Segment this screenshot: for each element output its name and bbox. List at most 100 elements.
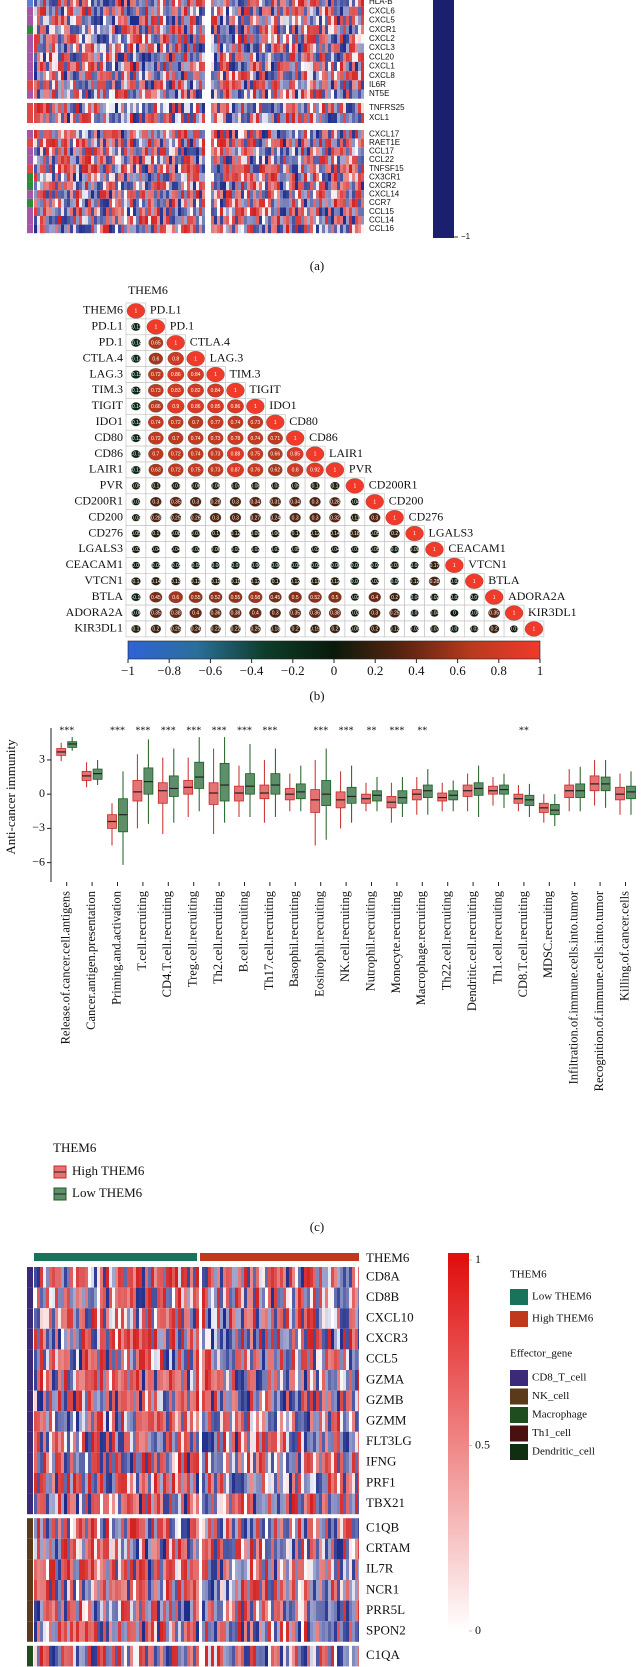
heatmap-cell — [259, 181, 262, 191]
heatmap-cell — [154, 71, 157, 81]
heatmap-cell — [133, 207, 136, 216]
heatmap-cell — [250, 173, 253, 182]
heatmap-cell — [49, 80, 52, 90]
heatmap-cell — [277, 25, 280, 35]
correlation-value: 0.03 — [270, 547, 280, 553]
heatmap-cell — [292, 1390, 295, 1412]
correlation-circle — [269, 513, 281, 523]
heatmap-cell — [250, 113, 253, 123]
row-annotation — [27, 43, 33, 53]
heatmap-cell — [181, 190, 184, 199]
heatmap-cell — [229, 80, 232, 90]
heatmap-cell — [313, 1452, 316, 1473]
heatmap-cell — [106, 34, 109, 44]
correlation-value: 0.02 — [469, 627, 479, 633]
heatmap-cell — [58, 1349, 61, 1370]
heatmap-cell — [226, 1431, 229, 1453]
heatmap-cell — [322, 25, 325, 35]
heatmap-cell — [139, 207, 142, 216]
heatmap-cell — [268, 198, 271, 208]
heatmap-cell — [94, 15, 97, 26]
row-label: FLT3LG — [366, 1433, 412, 1448]
heatmap-cell — [190, 52, 193, 62]
heatmap-cell — [232, 1308, 235, 1329]
heatmap-cell — [178, 1411, 181, 1432]
heatmap-cell — [343, 1370, 346, 1391]
correlation-circle — [131, 514, 141, 522]
correlation-circle — [289, 624, 301, 634]
heatmap-cell — [349, 43, 352, 53]
heatmap-cell — [178, 1287, 181, 1309]
heatmap-cell — [112, 43, 115, 53]
heatmap-cell — [274, 0, 277, 7]
heatmap-cell — [37, 34, 40, 44]
heatmap-cell — [145, 224, 148, 234]
heatmap-cell — [244, 138, 247, 148]
heatmap-cell — [331, 190, 334, 199]
heatmap-cell — [196, 43, 199, 53]
heatmap-cell — [358, 181, 361, 191]
row-label: CXCL5 — [369, 16, 395, 25]
x-tick-label: Th2.cell.recruiting — [211, 890, 225, 984]
heatmap-cell — [184, 1287, 187, 1309]
heatmap-cell — [208, 1411, 211, 1432]
heatmap-cell — [79, 1349, 82, 1370]
annotation-title: THEM6 — [366, 1250, 410, 1265]
heatmap-cell — [310, 25, 313, 35]
heatmap-cell — [184, 61, 187, 72]
heatmap-cell — [244, 224, 247, 234]
row-label: LAIR1 — [89, 462, 123, 476]
heatmap-cell — [295, 130, 298, 139]
heatmap-cell — [268, 190, 271, 199]
heatmap-cell — [340, 224, 343, 234]
heatmap-cell — [142, 173, 145, 182]
heatmap-cell — [193, 0, 196, 7]
heatmap-cell — [61, 34, 64, 44]
heatmap-cell — [73, 1452, 76, 1473]
heatmap-cell — [271, 25, 274, 35]
heatmap-cell — [268, 6, 271, 16]
heatmap-cell — [115, 130, 118, 139]
heatmap-cell — [295, 147, 298, 156]
heatmap-cell — [196, 6, 199, 16]
heatmap-cell — [307, 207, 310, 216]
heatmap-cell — [214, 6, 217, 16]
heatmap-cell — [331, 71, 334, 81]
heatmap-cell — [262, 1328, 265, 1350]
heatmap-cell — [256, 1370, 259, 1391]
heatmap-cell — [277, 216, 280, 225]
heatmap-cell — [127, 138, 130, 148]
heatmap-cell — [256, 1473, 259, 1494]
row-annotation — [27, 1370, 33, 1391]
heatmap-cell — [85, 103, 88, 113]
heatmap-cell — [145, 71, 148, 81]
heatmap-cell — [310, 164, 313, 173]
heatmap-cell — [85, 1452, 88, 1473]
heatmap-cell — [325, 0, 328, 7]
heatmap-cell — [118, 1267, 121, 1288]
correlation-value: 0.22 — [211, 627, 221, 633]
correlation-circle — [187, 383, 204, 398]
heatmap-cell — [226, 0, 229, 7]
heatmap-cell — [328, 190, 331, 199]
heatmap-cell — [286, 1452, 289, 1473]
heatmap-cell — [241, 43, 244, 53]
correlation-circle — [370, 561, 379, 569]
heatmap-cell — [247, 181, 250, 191]
heatmap-cell — [97, 147, 100, 156]
row-annotation — [27, 207, 33, 216]
heatmap-cell — [91, 181, 94, 191]
correlation-value: -0.04 — [409, 595, 421, 601]
heatmap-cell — [349, 89, 352, 99]
heatmap-cell — [220, 1390, 223, 1412]
correlation-value: -0.05 — [170, 563, 182, 569]
heatmap-cell — [124, 1493, 127, 1515]
heatmap-cell — [343, 190, 346, 199]
heatmap-cell — [106, 155, 109, 165]
heatmap-cell — [319, 1473, 322, 1494]
heatmap-cell — [124, 1287, 127, 1309]
heatmap-cell — [73, 138, 76, 148]
heatmap-cell — [208, 1473, 211, 1494]
heatmap-cell — [223, 173, 226, 182]
heatmap-cell — [40, 103, 43, 113]
